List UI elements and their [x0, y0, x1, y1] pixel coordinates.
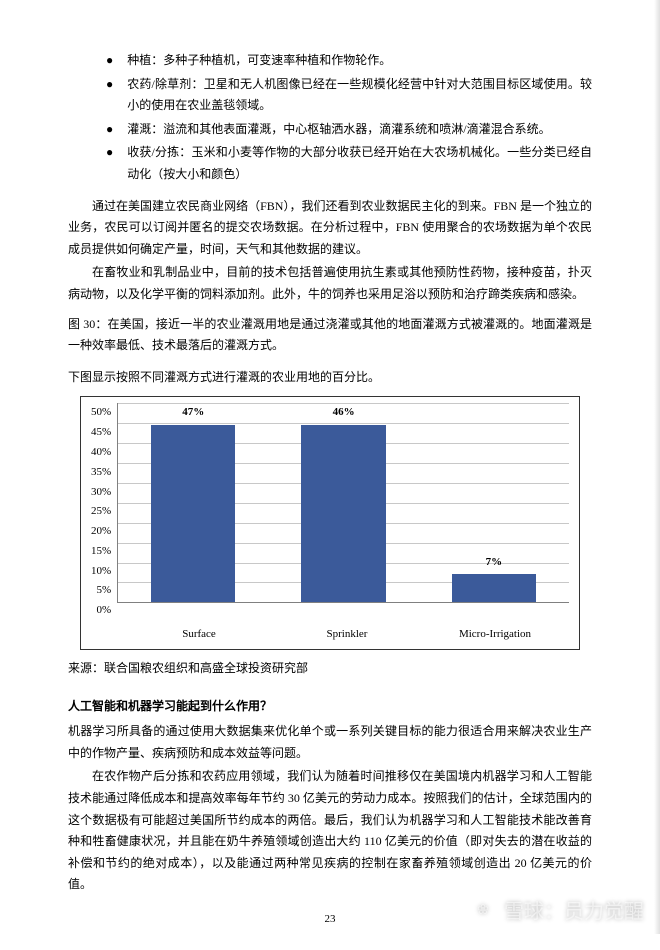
- bar-value-label: 46%: [333, 403, 355, 423]
- paragraph: 在畜牧业和乳制品业中，目前的技术包括普遍使用抗生素或其他预防性药物，接种疫苗，扑…: [68, 262, 592, 305]
- bullet-item: ● 收获/分拣：玉米和小麦等作物的大部分收获已经开始在大农场机械化。一些分类已经…: [68, 142, 592, 185]
- bar-value-label: 7%: [486, 553, 503, 573]
- bullet-text: 种植：多种子种植机，可变速率种植和作物轮作。: [127, 50, 592, 72]
- bullet-text: 收获/分拣：玉米和小麦等作物的大部分收获已经开始在大农场机械化。一些分类已经自动…: [127, 142, 592, 185]
- x-tick: Sprinkler: [289, 625, 404, 645]
- bar: [452, 574, 536, 602]
- y-tick: 45%: [91, 423, 111, 443]
- y-tick: 30%: [91, 483, 111, 503]
- x-tick: Surface: [141, 625, 256, 645]
- page-edge-shadow: [654, 0, 660, 934]
- y-tick: 50%: [91, 403, 111, 423]
- y-tick: 40%: [91, 443, 111, 463]
- bullet-text: 灌溉：溢流和其他表面灌溉，中心枢轴洒水器，滴灌系统和喷淋/滴灌混合系统。: [127, 119, 592, 141]
- bullet-list: ● 种植：多种子种植机，可变速率种植和作物轮作。 ● 农药/除草剂：卫星和无人机…: [68, 50, 592, 186]
- y-tick: 0%: [97, 601, 112, 621]
- y-tick: 20%: [91, 522, 111, 542]
- bars-container: 47% 46% 7%: [118, 403, 569, 602]
- bar-column: 7%: [435, 403, 552, 602]
- y-tick: 5%: [97, 581, 112, 601]
- paragraph: 在农作物产后分拣和农药应用领域，我们认为随着时间推移仅在美国境内机器学习和人工智…: [68, 766, 592, 896]
- paragraph: 通过在美国建立农民商业网络（FBN），我们还看到农业数据民主化的到来。FBN 是…: [68, 196, 592, 261]
- paragraph: 机器学习所具备的通过使用大数据集来优化单个或一系列关键目标的能力很适合用来解决农…: [68, 721, 592, 764]
- document-page: ● 种植：多种子种植机，可变速率种植和作物轮作。 ● 农药/除草剂：卫星和无人机…: [0, 0, 660, 950]
- source-line: 来源：联合国粮农组织和高盛全球投资研究部: [68, 658, 592, 680]
- bar: [301, 425, 385, 602]
- watermark-logo-icon: ❀: [470, 897, 496, 923]
- y-tick: 15%: [91, 542, 111, 562]
- y-axis: 50% 45% 40% 35% 30% 25% 20% 15% 10% 5% 0…: [91, 403, 117, 603]
- y-tick: 35%: [91, 463, 111, 483]
- bar-value-label: 47%: [182, 403, 204, 423]
- bar-column: 47%: [135, 403, 252, 602]
- bullet-item: ● 种植：多种子种植机，可变速率种植和作物轮作。: [68, 50, 592, 72]
- bullet-item: ● 农药/除草剂：卫星和无人机图像已经在一些规模化经营中针对大范围目标区域使用。…: [68, 74, 592, 117]
- x-tick: Micro-Irrigation: [437, 625, 552, 645]
- bullet-dot-icon: ●: [106, 142, 113, 185]
- figure-subcaption: 下图显示按照不同灌溉方式进行灌溉的农业用地的百分比。: [68, 367, 592, 389]
- section-heading: 人工智能和机器学习能起到什么作用？: [68, 696, 592, 718]
- figure-caption: 图 30：在美国，接近一半的农业灌溉用地是通过浇灌或其他的地面灌溉方式被灌溉的。…: [68, 314, 592, 357]
- bar-chart: 50% 45% 40% 35% 30% 25% 20% 15% 10% 5% 0…: [80, 396, 580, 650]
- chart-area: 50% 45% 40% 35% 30% 25% 20% 15% 10% 5% 0…: [91, 403, 569, 621]
- bullet-item: ● 灌溉：溢流和其他表面灌溉，中心枢轴洒水器，滴灌系统和喷淋/滴灌混合系统。: [68, 119, 592, 141]
- y-tick: 25%: [91, 502, 111, 522]
- bar-column: 46%: [285, 403, 402, 602]
- x-axis: Surface Sprinkler Micro-Irrigation: [125, 621, 569, 645]
- bullet-text: 农药/除草剂：卫星和无人机图像已经在一些规模化经营中针对大范围目标区域使用。较小…: [127, 74, 592, 117]
- watermark-text: 雪球：员力觉醒: [504, 895, 644, 924]
- y-tick: 10%: [91, 562, 111, 582]
- plot-area: 47% 46% 7%: [117, 403, 569, 603]
- bullet-dot-icon: ●: [106, 119, 113, 141]
- bar: [151, 425, 235, 602]
- bullet-dot-icon: ●: [106, 74, 113, 117]
- watermark: ❀ 雪球：员力觉醒: [470, 895, 644, 924]
- bullet-dot-icon: ●: [106, 50, 113, 72]
